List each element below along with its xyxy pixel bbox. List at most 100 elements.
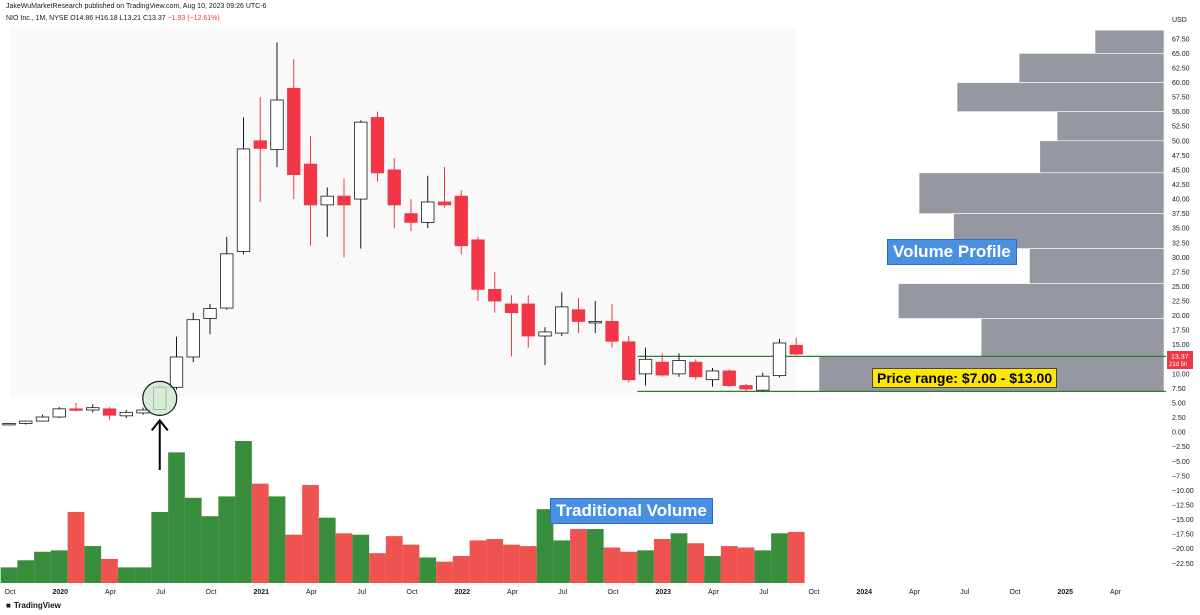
candle-body: [471, 239, 485, 290]
open-value: O14.86: [70, 15, 94, 22]
x-tick-label: Oct: [809, 589, 820, 596]
volume-bar: [486, 538, 504, 583]
x-tick-label: Oct: [206, 589, 217, 596]
x-tick-label: Apr: [1110, 589, 1122, 596]
candle-body: [689, 361, 703, 378]
price-range-box: [637, 355, 1166, 392]
candle-body: [2, 423, 16, 426]
y-tick-label: 2.50: [1172, 415, 1186, 422]
y-tick-label: 25.00: [1172, 284, 1190, 291]
candle-body: [370, 117, 385, 174]
volume-bar: [251, 483, 269, 583]
volume-bar: [620, 551, 638, 583]
candle-body: [303, 163, 318, 206]
volume-profile-bar: [1018, 53, 1165, 83]
volume-bar: [469, 540, 487, 583]
volume-profile-bar: [918, 172, 1165, 214]
tradingview-logo-icon: ■: [6, 601, 11, 610]
arrow-head: [150, 418, 169, 431]
y-tick-label: 57.50: [1172, 95, 1190, 102]
x-tick-label: Jul: [558, 589, 567, 596]
x-tick-label: 2023: [655, 589, 671, 596]
volume-bar: [653, 538, 671, 583]
x-tick-label: Oct: [407, 589, 418, 596]
volume-profile-bar: [1094, 29, 1165, 54]
candle-body: [220, 253, 234, 309]
candle-body: [337, 195, 351, 206]
ohlc-legend: NIO Inc., 1M, NYSE O14.86 H16.18 L13.21 …: [6, 15, 220, 22]
x-tick-label: Oct: [608, 589, 619, 596]
y-tick-label: 27.50: [1172, 269, 1190, 276]
y-tick-label: −10.00: [1172, 488, 1194, 495]
volume-bar: [737, 547, 755, 583]
volume-bar: [151, 512, 169, 583]
candle-body: [789, 344, 803, 355]
x-tick-label: 2024: [856, 589, 872, 596]
volume-bars: [0, 441, 805, 583]
volume-bar: [419, 557, 437, 583]
candle-body: [739, 385, 753, 390]
price-pane-shade: [10, 27, 796, 397]
candle-body: [521, 303, 535, 337]
last-price-countdown: 21d 5h: [1169, 362, 1187, 368]
y-axis-unit: USD: [1172, 17, 1187, 24]
volume-bar: [84, 546, 102, 583]
volume-bar: [318, 517, 336, 583]
candle-body: [119, 411, 133, 417]
candle-body: [655, 361, 669, 376]
volume-bar: [436, 561, 453, 583]
volume-bar: [637, 550, 654, 583]
y-tick-label: 47.50: [1172, 153, 1190, 160]
y-tick-label: 65.00: [1172, 51, 1190, 58]
volume-bar: [754, 550, 772, 583]
volume-bar: [184, 497, 202, 583]
candle-body: [722, 370, 736, 386]
x-tick-label: Apr: [306, 589, 318, 596]
y-tick-label: 67.50: [1172, 36, 1190, 43]
candle-body: [236, 148, 251, 252]
candle-body: [622, 341, 636, 381]
volume-bar: [369, 553, 386, 583]
candle-body: [421, 201, 435, 223]
candle-body: [588, 321, 602, 324]
candle-body: [270, 99, 284, 150]
candle-body: [488, 288, 502, 302]
volume-bar: [0, 567, 18, 583]
x-tick-label: Apr: [909, 589, 921, 596]
x-tick-label: Jul: [357, 589, 366, 596]
volume-bar: [218, 496, 236, 583]
volume-bar: [586, 529, 604, 583]
tradingview-brand: TradingView: [13, 601, 61, 610]
volume-profile-bar: [1029, 248, 1165, 284]
high-value: H16.18: [95, 15, 118, 22]
volume-bar: [235, 441, 252, 583]
volume-bar: [335, 533, 353, 583]
volume-bar: [168, 452, 185, 583]
volume-bar: [34, 551, 51, 583]
candle-body: [102, 408, 117, 416]
y-tick-label: 30.00: [1172, 255, 1190, 262]
volume-bar: [402, 544, 420, 583]
candle-body: [454, 195, 468, 247]
y-tick-label: 45.00: [1172, 167, 1190, 174]
candle-body: [772, 342, 787, 377]
publisher-header: JakeWuMarketResearch published on Tradin…: [6, 3, 267, 10]
candle-body: [638, 358, 653, 375]
tradingview-footer: ■ TradingView: [6, 601, 61, 610]
x-tick-label: Apr: [708, 589, 720, 596]
volume-bar: [670, 533, 688, 583]
candle-body: [437, 201, 452, 206]
last-price-box: [1167, 351, 1193, 369]
candle-body: [705, 370, 720, 381]
volume-bar: [503, 544, 520, 583]
volume-profile-bar: [898, 283, 1165, 319]
y-tick-label: −17.50: [1172, 532, 1194, 539]
candle-body: [19, 420, 33, 424]
y-axis: USD 67.50 65.00 62.50 60.00 57.50 55.00 52.50 5…: [1172, 17, 1194, 568]
y-tick-label: 20.00: [1172, 313, 1190, 320]
candle-body: [203, 308, 217, 319]
volume-bar: [17, 560, 35, 583]
y-tick-label: −20.00: [1172, 546, 1194, 553]
candle-body: [605, 321, 619, 342]
y-tick-label: 10.00: [1172, 371, 1190, 378]
